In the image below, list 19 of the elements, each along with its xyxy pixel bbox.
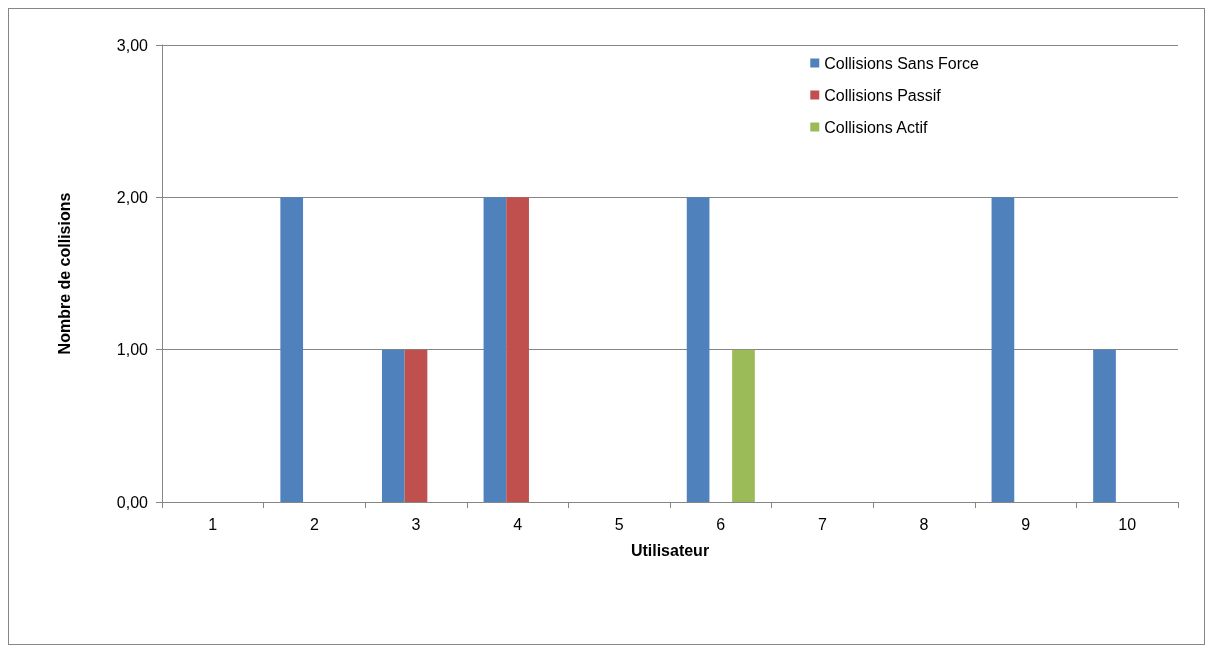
legend-label: Collisions Passif bbox=[824, 86, 942, 104]
x-tick-label: 3 bbox=[411, 515, 421, 533]
x-tick-label: 9 bbox=[1021, 515, 1031, 533]
x-tick-label: 10 bbox=[1118, 515, 1137, 533]
x-tick-label: 6 bbox=[716, 515, 726, 533]
y-tick-label: 1,00 bbox=[116, 341, 149, 359]
legend-label: Collisions Sans Force bbox=[824, 54, 980, 72]
y-tick-label: 3,00 bbox=[116, 36, 149, 54]
y-axis-title: Nombre de collisions bbox=[55, 192, 73, 355]
legend-label: Collisions Actif bbox=[824, 118, 928, 136]
x-tick-label: 8 bbox=[919, 515, 929, 533]
x-tick-label: 2 bbox=[309, 515, 319, 533]
x-axis-title: Utilisateur bbox=[630, 541, 710, 559]
x-tick-label: 7 bbox=[817, 515, 827, 533]
y-tick-label: 2,00 bbox=[116, 188, 149, 206]
x-tick-label: 5 bbox=[614, 515, 624, 533]
y-tick-label: 0,00 bbox=[116, 493, 149, 511]
x-tick-label: 4 bbox=[513, 515, 523, 533]
x-tick-label: 1 bbox=[208, 515, 218, 533]
